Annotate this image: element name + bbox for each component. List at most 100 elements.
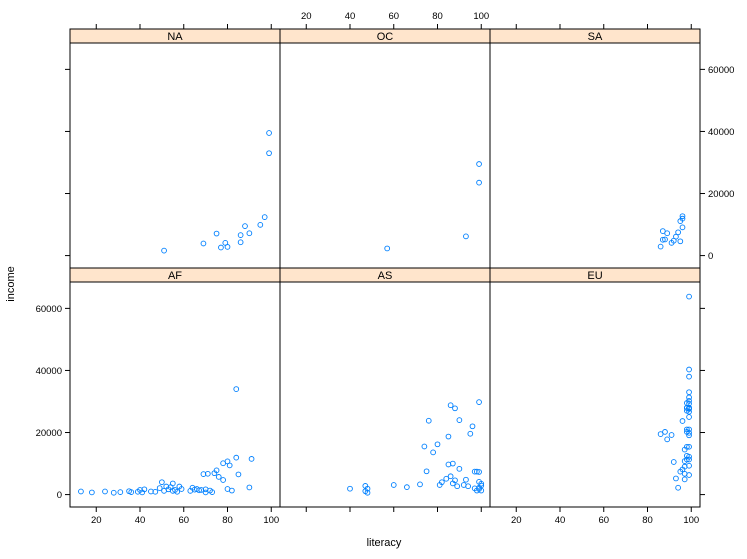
- data-point: [156, 485, 163, 491]
- x-tick-label: 40: [555, 515, 566, 526]
- data-point: [478, 480, 485, 487]
- panel-as: AS: [279, 267, 491, 508]
- y-tick-label: 20000: [708, 189, 734, 200]
- data-point: [434, 441, 441, 448]
- data-point: [684, 443, 690, 450]
- data-point: [233, 386, 240, 392]
- data-point: [675, 484, 681, 491]
- x-tick-label: 20: [511, 515, 522, 526]
- panel-frame: [489, 281, 701, 508]
- data-point: [686, 414, 692, 420]
- data-point: [266, 150, 272, 157]
- x-tick-label: 80: [642, 515, 653, 526]
- data-point: [686, 462, 692, 469]
- data-point: [686, 366, 692, 373]
- data-point: [174, 488, 181, 495]
- panel-sa: SA: [489, 28, 701, 269]
- data-point: [670, 459, 677, 465]
- data-point: [266, 130, 272, 136]
- data-point: [657, 243, 664, 250]
- data-point: [686, 443, 692, 450]
- data-point: [686, 453, 692, 460]
- data-point: [439, 479, 445, 486]
- y-tick-label: 20000: [36, 428, 62, 439]
- data-point: [447, 402, 454, 409]
- strip-label: EU: [587, 270, 602, 282]
- data-point: [659, 228, 666, 234]
- data-point: [204, 470, 211, 477]
- data-point: [423, 468, 430, 475]
- data-point: [456, 417, 463, 423]
- data-point: [213, 230, 220, 237]
- data-point: [390, 482, 397, 488]
- data-point: [447, 473, 454, 480]
- data-point: [679, 418, 686, 424]
- data-point: [686, 293, 692, 300]
- data-point: [686, 426, 692, 433]
- strip-label: OC: [377, 31, 394, 43]
- data-point: [161, 247, 167, 254]
- data-point: [673, 233, 679, 240]
- data-point: [679, 215, 686, 222]
- data-point: [229, 487, 235, 494]
- x-tick-label: 60: [598, 515, 609, 526]
- x-tick-label: 60: [388, 11, 399, 22]
- data-point: [478, 482, 485, 489]
- x-tick-label: 80: [432, 11, 443, 22]
- y-tick-label: 0: [57, 490, 62, 501]
- data-point: [454, 483, 461, 490]
- y-tick-label: 0: [708, 251, 713, 262]
- panel-frame: [279, 42, 491, 269]
- data-point: [476, 179, 482, 186]
- x-tick-label: 100: [263, 515, 279, 526]
- x-tick-label: 40: [135, 515, 146, 526]
- data-point: [347, 485, 353, 492]
- data-point: [178, 486, 185, 492]
- data-point: [673, 475, 679, 482]
- data-point: [686, 456, 692, 463]
- panel-af: AF: [69, 267, 281, 508]
- data-point: [430, 449, 436, 456]
- data-point: [364, 489, 371, 496]
- data-point: [452, 477, 458, 484]
- strip-label: SA: [588, 31, 603, 43]
- data-point: [476, 399, 482, 405]
- data-point: [128, 489, 135, 495]
- data-point: [242, 223, 248, 229]
- data-point: [246, 230, 253, 237]
- panel-na: NA: [69, 28, 281, 269]
- data-point: [218, 244, 224, 251]
- data-point: [443, 475, 450, 482]
- data-point: [209, 489, 216, 495]
- y-tick-label: 60000: [708, 65, 734, 76]
- x-tick-label: 100: [473, 11, 489, 22]
- data-point: [159, 479, 165, 486]
- data-point: [237, 232, 244, 238]
- data-point: [257, 222, 264, 228]
- data-point: [152, 488, 159, 495]
- panel-frame: [489, 42, 701, 269]
- strip-label: AS: [378, 270, 393, 282]
- data-point: [224, 244, 231, 250]
- data-point: [679, 224, 686, 231]
- data-point: [364, 485, 371, 492]
- x-axis-title: literacy: [367, 537, 402, 549]
- y-tick-label: 40000: [708, 127, 734, 138]
- data-point: [449, 460, 456, 467]
- data-point: [456, 465, 463, 472]
- data-point: [467, 430, 474, 437]
- data-point: [220, 477, 226, 483]
- data-point: [463, 476, 469, 483]
- data-point: [465, 483, 471, 490]
- data-point: [474, 468, 480, 475]
- data-point: [117, 489, 124, 495]
- data-point: [200, 240, 207, 247]
- strip-label: AF: [168, 270, 182, 282]
- data-point: [668, 432, 675, 438]
- data-point: [476, 469, 482, 475]
- data-point: [384, 245, 391, 252]
- data-point: [89, 489, 95, 496]
- data-point: [686, 389, 692, 396]
- x-tick-label: 100: [683, 515, 699, 526]
